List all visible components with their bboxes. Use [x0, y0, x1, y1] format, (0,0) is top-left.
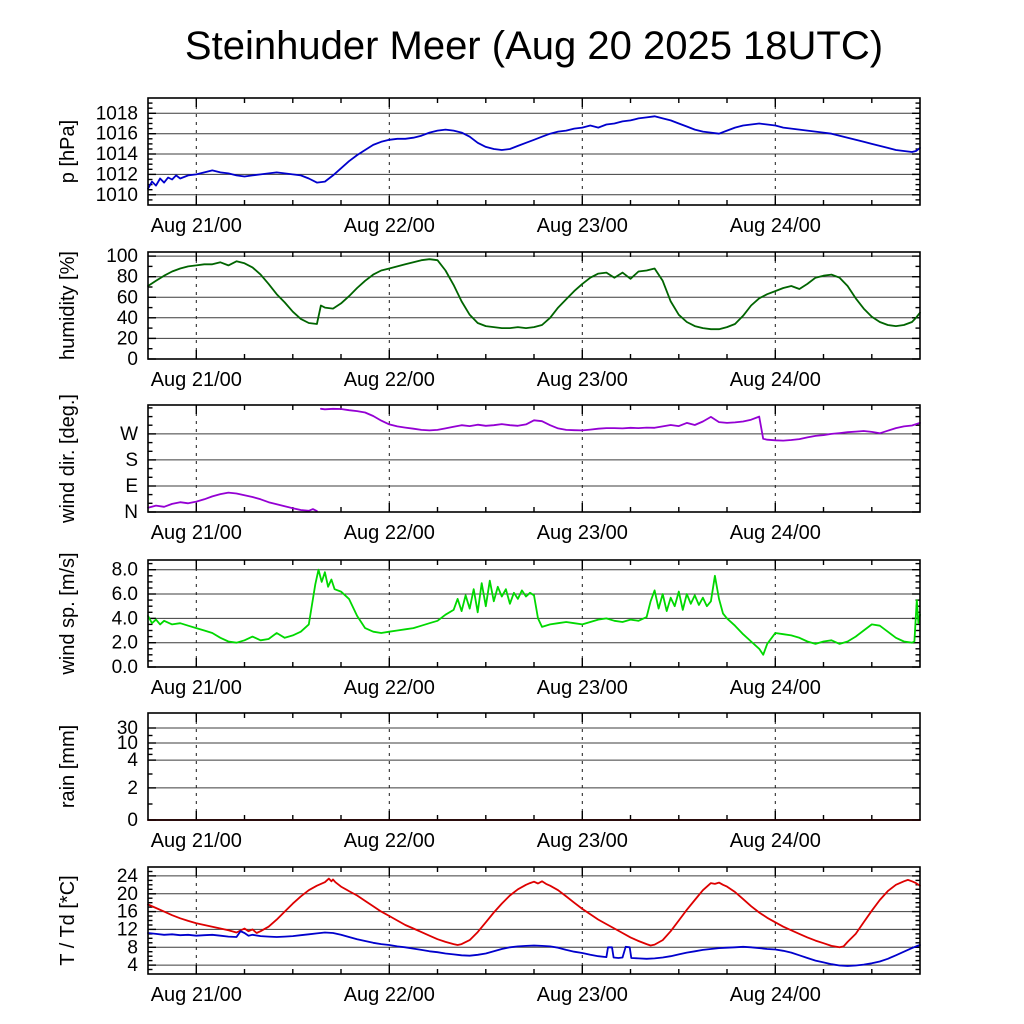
y-tick-label: 80 — [117, 267, 138, 288]
y-tick-label: 8.0 — [112, 560, 138, 581]
y-tick-label: 1014 — [96, 144, 139, 165]
x-tick-label: Aug 21/00 — [151, 677, 242, 699]
y-tick-label: 60 — [117, 287, 138, 308]
y-tick-label: 0 — [127, 810, 138, 831]
x-tick-label: Aug 22/00 — [344, 984, 435, 1006]
y-tick-label: 16 — [117, 902, 138, 923]
x-tick-label: Aug 21/00 — [151, 830, 242, 852]
x-tick-label: Aug 24/00 — [730, 369, 821, 391]
y-tick-label: 6.0 — [112, 584, 138, 605]
x-tick-label: Aug 23/00 — [537, 830, 628, 852]
x-tick-label: Aug 24/00 — [730, 677, 821, 699]
x-tick-label: Aug 22/00 — [344, 369, 435, 391]
x-tick-label: Aug 23/00 — [537, 522, 628, 544]
x-tick-label: Aug 23/00 — [537, 984, 628, 1006]
x-tick-label: Aug 23/00 — [537, 369, 628, 391]
x-tick-label: Aug 21/00 — [151, 984, 242, 1006]
y-tick-label: 40 — [117, 308, 138, 329]
series-relative-humidity — [147, 258, 921, 331]
x-tick-label: Aug 24/00 — [730, 830, 821, 852]
y-tick-label: E — [125, 476, 138, 497]
x-tick-label: Aug 22/00 — [344, 830, 435, 852]
y-tick-label: 2 — [127, 778, 138, 799]
panel-border-humidity — [147, 251, 921, 360]
y-axis-label: T / Td [*C] — [57, 875, 79, 965]
y-tick-label: 12 — [117, 919, 138, 940]
x-tick-label: Aug 24/00 — [730, 215, 821, 237]
panel-border-rain — [147, 712, 921, 821]
y-axis-label: humidity [%] — [57, 251, 79, 360]
y-tick-label: W — [120, 424, 138, 445]
panel-border-temperature — [147, 866, 921, 975]
x-tick-label: Aug 23/00 — [537, 677, 628, 699]
panel-border-pressure — [147, 97, 921, 206]
y-tick-label: 100 — [106, 246, 138, 267]
y-tick-label: 24 — [117, 866, 139, 887]
x-tick-label: Aug 22/00 — [344, 522, 435, 544]
y-tick-label: 30 — [117, 718, 138, 739]
panel-border-wind-direction — [147, 404, 921, 513]
y-tick-label: 4 — [127, 750, 138, 771]
series-temperature-T — [147, 877, 921, 949]
x-tick-label: Aug 24/00 — [730, 984, 821, 1006]
y-tick-label: 4.0 — [112, 608, 138, 629]
y-tick-label: 1018 — [96, 103, 138, 124]
x-tick-label: Aug 21/00 — [151, 369, 242, 391]
y-tick-label: 1012 — [96, 164, 138, 185]
y-tick-label: 0.0 — [112, 657, 138, 678]
x-tick-label: Aug 23/00 — [537, 215, 628, 237]
y-tick-label: 8 — [127, 937, 138, 958]
y-tick-label: 20 — [117, 884, 138, 905]
y-tick-label: 10 — [117, 733, 138, 754]
y-tick-label: 1016 — [96, 124, 138, 145]
y-axis-label: p [hPa] — [57, 120, 79, 183]
y-tick-label: 4 — [127, 955, 138, 976]
y-tick-label: 20 — [117, 328, 138, 349]
x-tick-label: Aug 22/00 — [344, 215, 435, 237]
y-tick-label: N — [124, 502, 138, 523]
chart-title: Steinhuder Meer (Aug 20 2025 18UTC) — [184, 24, 884, 68]
x-tick-label: Aug 24/00 — [730, 522, 821, 544]
series-pressure — [147, 115, 921, 190]
y-axis-label: wind dir. [deg.] — [57, 394, 79, 524]
y-tick-label: 2.0 — [112, 633, 138, 654]
x-tick-label: Aug 22/00 — [344, 677, 435, 699]
y-tick-label: S — [125, 450, 138, 471]
y-axis-label: rain [mm] — [57, 725, 79, 808]
y-axis-label: wind sp. [m/s] — [57, 552, 79, 675]
series-wind-speed — [147, 568, 921, 656]
x-tick-label: Aug 21/00 — [151, 522, 242, 544]
y-tick-label: 1010 — [96, 185, 138, 206]
series-dew-point-Td — [147, 930, 921, 967]
series-wind-direction — [147, 407, 921, 512]
y-tick-label: 0 — [127, 349, 138, 370]
x-tick-label: Aug 21/00 — [151, 215, 242, 237]
panel-border-wind-speed — [147, 559, 921, 668]
